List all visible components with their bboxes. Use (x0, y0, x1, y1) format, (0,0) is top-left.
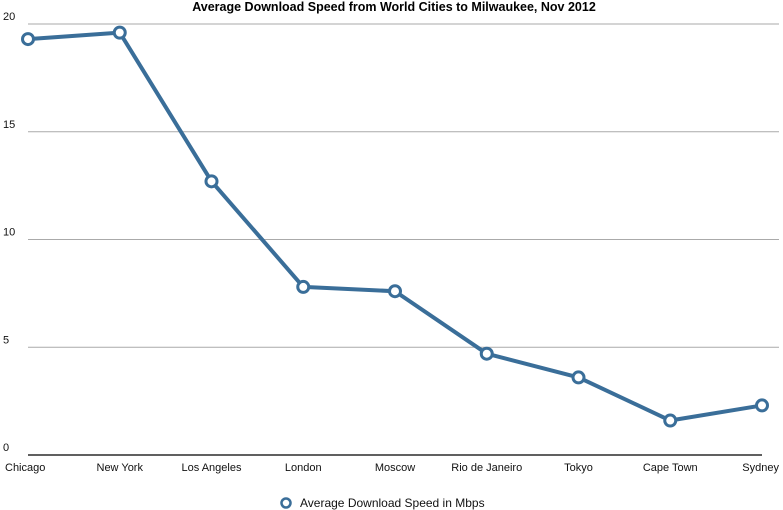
data-point (388, 284, 402, 299)
x-tick-label: Cape Town (643, 462, 698, 474)
series-line (27, 30, 763, 423)
y-tick-label: 10 (3, 227, 15, 239)
data-point (296, 279, 311, 294)
x-tick-label: Chicago (5, 462, 45, 474)
y-tick-label: 5 (3, 334, 9, 346)
x-tick-label: London (285, 462, 322, 474)
legend-marker (280, 497, 292, 509)
data-point (204, 174, 219, 189)
y-tick-label: 20 (3, 11, 15, 23)
data-point (112, 25, 127, 40)
y-tick-label: 15 (3, 119, 15, 131)
data-point (755, 398, 769, 413)
legend-label: Average Download Speed in Mbps (300, 496, 485, 510)
chart-title: Average Download Speed from World Cities… (192, 0, 596, 14)
data-point (663, 413, 678, 428)
y-tick-label: 0 (3, 442, 9, 454)
x-tick-label: New York (97, 462, 144, 474)
x-tick-label: Los Angeles (182, 462, 242, 474)
x-tick-label: Rio de Janeiro (451, 462, 522, 474)
data-point (571, 370, 586, 385)
x-tick-label: Tokyo (564, 462, 593, 474)
data-point (479, 346, 494, 361)
data-point (21, 32, 35, 47)
x-tick-label: Moscow (375, 462, 415, 474)
legend: Average Download Speed in Mbps (280, 496, 485, 510)
x-tick-label: Sydney (742, 462, 779, 474)
